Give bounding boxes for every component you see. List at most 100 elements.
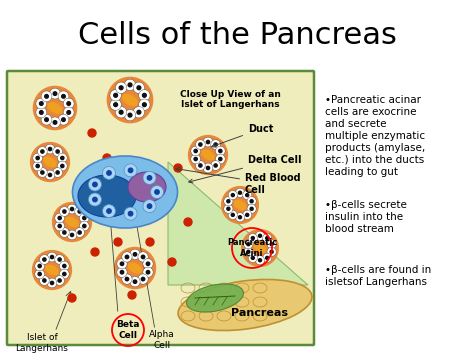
Circle shape	[116, 82, 127, 93]
Circle shape	[30, 143, 69, 181]
Circle shape	[244, 247, 253, 256]
Circle shape	[38, 264, 41, 268]
Circle shape	[78, 210, 81, 213]
Circle shape	[60, 207, 69, 217]
Circle shape	[55, 221, 64, 231]
Circle shape	[37, 168, 47, 178]
Circle shape	[258, 234, 262, 237]
Circle shape	[242, 230, 278, 266]
Circle shape	[128, 168, 133, 173]
Circle shape	[82, 217, 86, 220]
Circle shape	[75, 207, 84, 217]
Polygon shape	[168, 162, 308, 285]
Circle shape	[61, 164, 64, 168]
Circle shape	[231, 193, 234, 197]
Circle shape	[203, 163, 213, 173]
Circle shape	[89, 193, 101, 206]
Circle shape	[122, 252, 132, 262]
Circle shape	[141, 277, 145, 281]
Circle shape	[247, 197, 256, 206]
Circle shape	[125, 277, 128, 281]
Ellipse shape	[128, 263, 141, 273]
Circle shape	[120, 262, 124, 266]
Circle shape	[78, 231, 81, 234]
Circle shape	[224, 197, 233, 206]
Circle shape	[124, 207, 137, 220]
Circle shape	[45, 118, 48, 121]
Circle shape	[250, 200, 253, 203]
Circle shape	[224, 204, 233, 213]
Circle shape	[195, 160, 205, 170]
Circle shape	[37, 147, 47, 156]
Circle shape	[63, 210, 66, 213]
Circle shape	[47, 252, 57, 262]
Circle shape	[33, 161, 43, 171]
Circle shape	[36, 164, 39, 168]
Circle shape	[265, 236, 269, 240]
Circle shape	[80, 213, 89, 223]
Circle shape	[138, 252, 148, 262]
Circle shape	[146, 262, 150, 266]
Circle shape	[55, 213, 64, 223]
Circle shape	[68, 294, 76, 302]
Circle shape	[238, 191, 242, 194]
Circle shape	[191, 154, 201, 164]
Text: Red Blood
Cell: Red Blood Cell	[176, 167, 301, 195]
Circle shape	[35, 269, 45, 279]
Circle shape	[267, 247, 276, 256]
Circle shape	[243, 210, 252, 219]
Circle shape	[246, 193, 249, 197]
Circle shape	[236, 213, 245, 222]
Circle shape	[174, 164, 182, 172]
Circle shape	[53, 121, 57, 124]
Circle shape	[45, 170, 55, 180]
Circle shape	[130, 249, 140, 260]
Circle shape	[250, 207, 253, 210]
Circle shape	[67, 204, 77, 214]
Circle shape	[141, 255, 145, 259]
Circle shape	[58, 258, 61, 261]
Circle shape	[93, 182, 97, 187]
Circle shape	[96, 208, 104, 216]
Circle shape	[56, 150, 59, 153]
Circle shape	[128, 212, 133, 216]
Circle shape	[246, 213, 249, 217]
Circle shape	[133, 280, 137, 283]
Circle shape	[255, 256, 264, 265]
Circle shape	[39, 255, 49, 264]
Circle shape	[58, 91, 69, 102]
Circle shape	[36, 107, 47, 118]
Circle shape	[194, 157, 197, 160]
Circle shape	[147, 176, 152, 180]
Circle shape	[247, 243, 250, 246]
Ellipse shape	[66, 217, 78, 227]
Circle shape	[270, 243, 273, 246]
Circle shape	[146, 271, 150, 274]
Circle shape	[214, 143, 217, 146]
Circle shape	[194, 149, 197, 153]
Circle shape	[88, 129, 96, 137]
Circle shape	[58, 217, 61, 220]
Text: Duct: Duct	[211, 124, 273, 147]
Circle shape	[203, 137, 213, 147]
Circle shape	[248, 253, 257, 262]
Circle shape	[143, 171, 156, 184]
Circle shape	[58, 279, 61, 282]
Ellipse shape	[186, 284, 244, 312]
Circle shape	[67, 111, 71, 114]
Circle shape	[33, 86, 77, 130]
Text: •β-cells secrete
insulin into the
blood stream: •β-cells secrete insulin into the blood …	[325, 200, 407, 234]
Circle shape	[199, 143, 202, 146]
Circle shape	[130, 277, 140, 287]
Circle shape	[137, 110, 141, 114]
Ellipse shape	[128, 172, 166, 202]
Circle shape	[199, 164, 202, 167]
Circle shape	[219, 149, 222, 153]
Circle shape	[128, 291, 136, 299]
Circle shape	[143, 267, 153, 277]
Circle shape	[137, 86, 141, 90]
Circle shape	[119, 110, 123, 114]
Circle shape	[114, 238, 122, 246]
Circle shape	[206, 166, 210, 170]
Circle shape	[227, 207, 230, 210]
